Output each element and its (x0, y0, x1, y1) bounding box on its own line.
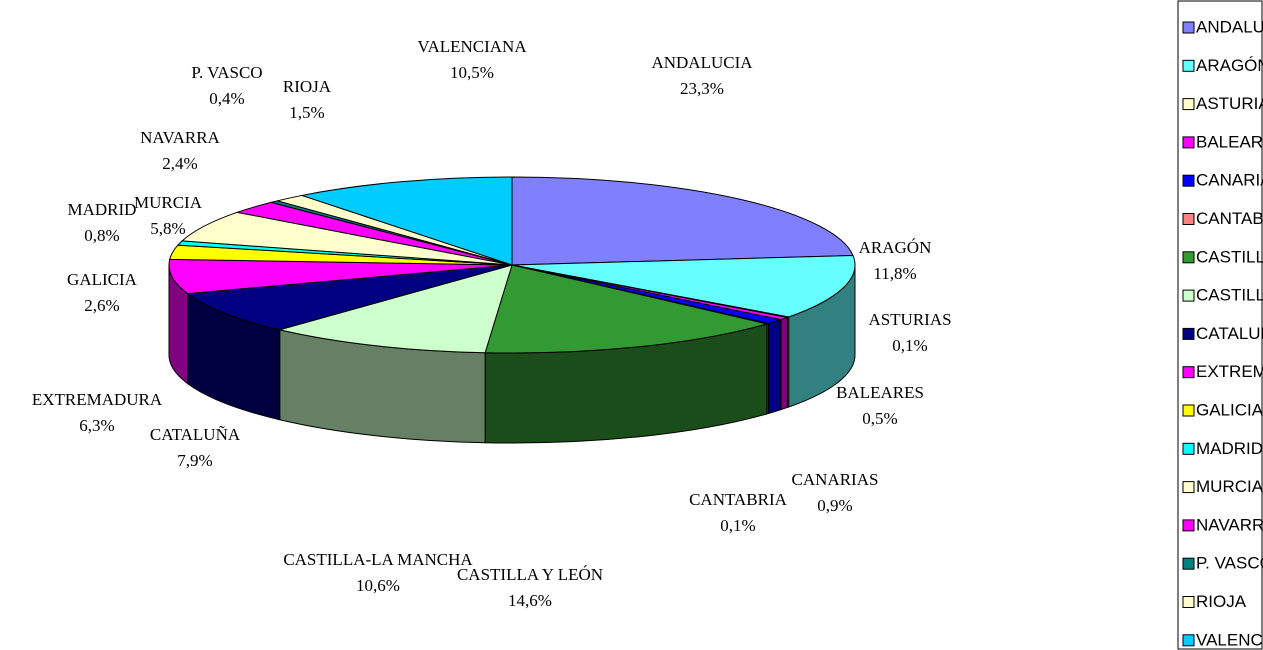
slice (186, 264, 513, 331)
slice (180, 211, 513, 266)
label-value: 0,5% (862, 409, 897, 428)
legend-label: VALENCIANA (1196, 630, 1263, 649)
legend-swatch (1182, 519, 1195, 532)
data-label: GALICIA 2,6% (67, 270, 138, 315)
data-label: CASTILLA-LA MANCHA 10,6% (283, 550, 473, 595)
label-value: 1,5% (289, 103, 324, 122)
legend-swatch (1182, 404, 1195, 417)
data-label: EXTREMADURA 6,3% (32, 390, 163, 435)
legend-label: CATALUÑA (1196, 324, 1263, 343)
label-name: ARAGÓN (859, 238, 932, 257)
label-value: 0,1% (892, 336, 927, 355)
label-value: 2,4% (162, 154, 197, 173)
legend-label: NAVARRA (1196, 515, 1263, 534)
legend-swatch (1182, 327, 1195, 340)
label-value: 10,5% (450, 63, 494, 82)
legend-swatch (1182, 251, 1195, 264)
slice-side (767, 318, 782, 415)
slice (484, 264, 768, 354)
label-value: 2,6% (84, 296, 119, 315)
legend-swatch (1182, 289, 1195, 302)
label-name: CANTABRIA (689, 490, 788, 509)
legend-label: P. VASCO (1196, 554, 1263, 573)
legend-label: ANDALUCIA (1196, 17, 1263, 36)
data-label: VALENCIANA 10,5% (417, 37, 527, 82)
legend-swatch (1182, 366, 1195, 379)
label-name: ANDALUCIA (651, 53, 753, 72)
legend-swatch (1182, 634, 1195, 647)
legend-label: EXTREMADURA (1196, 362, 1263, 381)
label-name: VALENCIANA (417, 37, 527, 56)
label-value: 0,1% (720, 516, 755, 535)
label-name: MADRID (68, 200, 137, 219)
label-value: 0,4% (209, 89, 244, 108)
label-name: RIOJA (283, 77, 332, 96)
legend-swatch (1182, 174, 1195, 187)
label-name: MURCIA (134, 193, 203, 212)
label-value: 10,6% (356, 576, 400, 595)
data-label: CANARIAS 0,9% (792, 470, 879, 515)
legend-label: CASTILLA Y LEÓN (1196, 247, 1263, 266)
legend-swatch (1182, 596, 1195, 608)
label-value: 0,8% (84, 226, 119, 245)
label-value: 7,9% (177, 451, 212, 470)
data-label: CASTILLA Y LEÓN 14,6% (457, 565, 603, 610)
legend-swatch (1182, 481, 1195, 494)
legend-swatch (1182, 442, 1195, 455)
data-label: BALEARES 0,5% (836, 383, 924, 428)
label-name: GALICIA (67, 270, 138, 289)
slice (279, 264, 513, 354)
data-label: ANDALUCIA 23,3% (651, 53, 753, 98)
label-value: 14,6% (508, 591, 552, 610)
label-value: 5,8% (150, 219, 185, 238)
legend-label: RIOJA (1196, 592, 1247, 611)
legend-swatch (1182, 557, 1195, 570)
data-label: ASTURIAS 0,1% (868, 310, 951, 355)
label-name: CANARIAS (792, 470, 879, 489)
data-label: CANTABRIA 0,1% (689, 490, 788, 535)
label-name: P. VASCO (191, 63, 262, 82)
label-value: 0,9% (817, 496, 852, 515)
legend-swatch (1182, 136, 1195, 149)
legend-label: MADRID (1196, 439, 1263, 458)
label-value: 6,3% (79, 416, 114, 435)
data-label: RIOJA 1,5% (283, 77, 332, 122)
slice (511, 254, 856, 318)
slice (168, 258, 513, 295)
legend-label: CANTABRIA (1196, 209, 1263, 228)
label-name: ASTURIAS (868, 310, 951, 329)
slice (299, 176, 513, 266)
legend-label: ARAGÓN (1196, 56, 1263, 75)
data-label: CATALUÑA 7,9% (150, 425, 241, 470)
legend-label: ASTURIAS (1196, 94, 1263, 113)
legend-swatch (1182, 213, 1195, 225)
legend-swatch (1182, 59, 1195, 72)
legend-label: MURCIA (1196, 477, 1263, 496)
label-name: CASTILLA Y LEÓN (457, 565, 603, 584)
label-name: NAVARRA (140, 128, 220, 147)
label-name: CATALUÑA (150, 425, 241, 444)
label-name: BALEARES (836, 383, 924, 402)
legend-label: CASTILLA-LA MANCHA (1196, 286, 1263, 305)
legend-label: GALICIA (1196, 400, 1263, 419)
slice (511, 176, 854, 266)
legend-label: BALEARES (1196, 132, 1263, 151)
label-value: 23,3% (680, 79, 724, 98)
data-label: MADRID 0,8% (68, 200, 137, 245)
legend-swatch (1182, 98, 1195, 111)
legend-swatch (1182, 21, 1195, 34)
slice-side (780, 316, 788, 411)
data-label: MURCIA 5,8% (134, 193, 203, 238)
legend-label: CANARIAS (1196, 171, 1263, 190)
data-label: ARAGÓN 11,8% (859, 238, 932, 283)
data-label: P. VASCO 0,4% (191, 63, 262, 108)
label-name: CASTILLA-LA MANCHA (283, 550, 473, 569)
data-label: NAVARRA 2,4% (140, 128, 220, 173)
label-value: 11,8% (873, 264, 916, 283)
label-name: EXTREMADURA (32, 390, 163, 409)
